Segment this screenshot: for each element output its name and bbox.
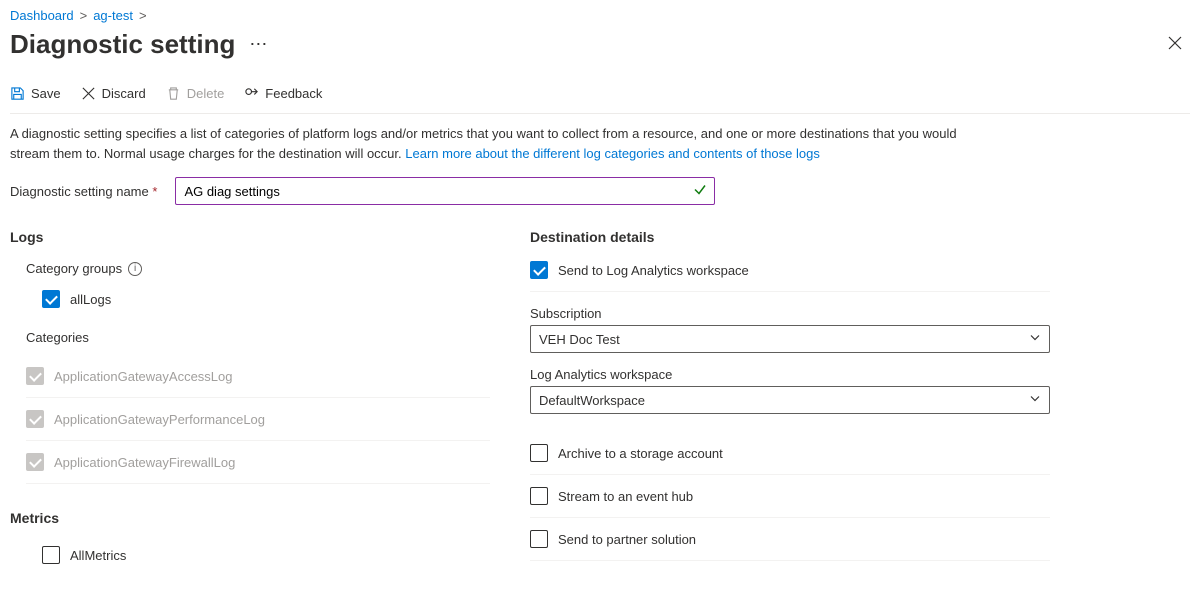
delete-button: Delete <box>166 86 225 101</box>
send-log-analytics-row: Send to Log Analytics workspace <box>530 261 1050 292</box>
workspace-select[interactable]: DefaultWorkspace <box>530 386 1050 414</box>
more-actions-button[interactable]: ⋯ <box>245 34 273 55</box>
category-label: ApplicationGatewayAccessLog <box>54 369 233 384</box>
stream-label: Stream to an event hub <box>558 489 693 504</box>
breadcrumb: Dashboard > ag-test > <box>10 8 1190 23</box>
stream-checkbox[interactable] <box>530 487 548 505</box>
content-columns: Logs Category groups i allLogs Categorie… <box>10 229 1190 568</box>
breadcrumb-item-ag-test[interactable]: ag-test <box>93 8 133 23</box>
discard-button[interactable]: Discard <box>81 86 146 101</box>
chevron-right-icon: > <box>139 8 147 23</box>
validation-check-icon <box>693 183 707 200</box>
save-label: Save <box>31 86 61 101</box>
partner-checkbox[interactable] <box>530 530 548 548</box>
metrics-heading: Metrics <box>10 510 490 526</box>
categories-label: Categories <box>26 330 490 345</box>
discard-label: Discard <box>102 86 146 101</box>
workspace-label: Log Analytics workspace <box>530 367 1050 382</box>
partner-label: Send to partner solution <box>558 532 696 547</box>
all-logs-checkbox[interactable] <box>42 290 60 308</box>
close-button[interactable] <box>1160 30 1190 59</box>
delete-label: Delete <box>187 86 225 101</box>
save-icon <box>10 86 25 101</box>
all-metrics-row: AllMetrics <box>42 542 490 568</box>
workspace-value: DefaultWorkspace <box>539 393 645 408</box>
chevron-down-icon <box>1029 332 1041 347</box>
toolbar: Save Discard Delete Feedback <box>10 78 1190 114</box>
workspace-field: Log Analytics workspace DefaultWorkspace <box>530 367 1050 414</box>
partner-row: Send to partner solution <box>530 518 1050 561</box>
learn-more-link[interactable]: Learn more about the different log categ… <box>405 146 820 161</box>
stream-row: Stream to an event hub <box>530 475 1050 518</box>
category-checkbox-access-log <box>26 367 44 385</box>
category-row: ApplicationGatewayPerformanceLog <box>26 398 490 441</box>
all-logs-label: allLogs <box>70 292 111 307</box>
destination-heading: Destination details <box>530 229 1050 245</box>
subscription-select[interactable]: VEH Doc Test <box>530 325 1050 353</box>
archive-checkbox[interactable] <box>530 444 548 462</box>
category-label: ApplicationGatewayFirewallLog <box>54 455 235 470</box>
all-metrics-checkbox[interactable] <box>42 546 60 564</box>
breadcrumb-item-dashboard[interactable]: Dashboard <box>10 8 74 23</box>
send-log-analytics-label: Send to Log Analytics workspace <box>558 263 749 278</box>
subscription-label: Subscription <box>530 306 1050 321</box>
all-logs-row: allLogs <box>42 286 490 312</box>
required-asterisk: * <box>152 184 157 199</box>
send-log-analytics-checkbox[interactable] <box>530 261 548 279</box>
all-metrics-label: AllMetrics <box>70 548 126 563</box>
category-groups-label: Category groups i <box>26 261 490 276</box>
logs-metrics-column: Logs Category groups i allLogs Categorie… <box>10 229 490 568</box>
category-checkbox-performance-log <box>26 410 44 428</box>
feedback-label: Feedback <box>265 86 322 101</box>
category-checkbox-firewall-log <box>26 453 44 471</box>
feedback-button[interactable]: Feedback <box>244 86 322 101</box>
discard-icon <box>81 86 96 101</box>
category-row: ApplicationGatewayFirewallLog <box>26 441 490 484</box>
destination-column: Destination details Send to Log Analytic… <box>530 229 1050 568</box>
subscription-value: VEH Doc Test <box>539 332 620 347</box>
category-row: ApplicationGatewayAccessLog <box>26 355 490 398</box>
page-title: Diagnostic setting <box>10 29 235 60</box>
archive-label: Archive to a storage account <box>558 446 723 461</box>
info-icon[interactable]: i <box>128 262 142 276</box>
close-icon <box>1168 36 1182 50</box>
delete-icon <box>166 86 181 101</box>
chevron-right-icon: > <box>80 8 88 23</box>
feedback-icon <box>244 86 259 101</box>
archive-row: Archive to a storage account <box>530 432 1050 475</box>
setting-name-input[interactable] <box>175 177 715 205</box>
setting-name-label: Diagnostic setting name * <box>10 184 157 199</box>
save-button[interactable]: Save <box>10 86 61 101</box>
chevron-down-icon <box>1029 393 1041 408</box>
subscription-field: Subscription VEH Doc Test <box>530 306 1050 353</box>
setting-name-row: Diagnostic setting name * <box>10 177 1190 205</box>
title-row: Diagnostic setting ⋯ <box>10 29 1190 60</box>
category-label: ApplicationGatewayPerformanceLog <box>54 412 265 427</box>
description-text: A diagnostic setting specifies a list of… <box>10 124 970 163</box>
logs-heading: Logs <box>10 229 490 245</box>
